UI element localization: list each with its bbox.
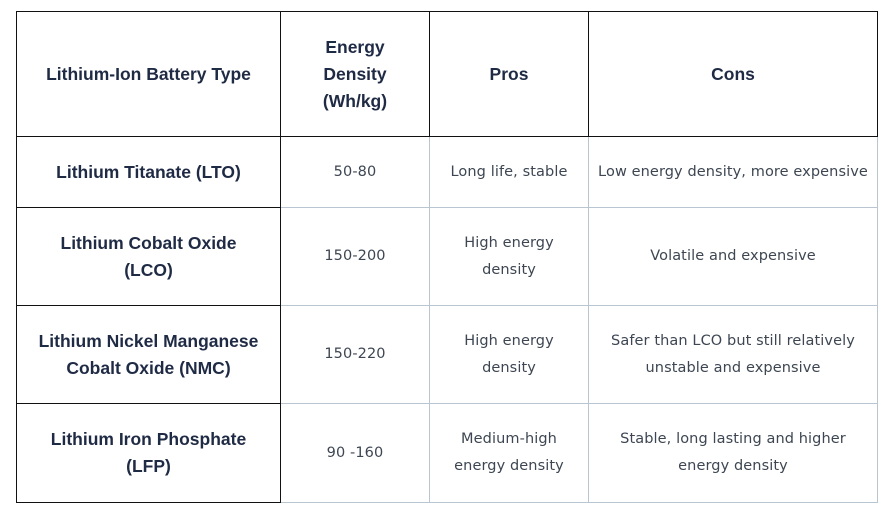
- cell-energy-density: 150-200: [280, 207, 430, 306]
- cell-pros: High energy density: [429, 305, 589, 404]
- cell-energy-density: 150-220: [280, 305, 430, 404]
- battery-comparison-table: Lithium-Ion Battery Type Energy Density …: [16, 11, 878, 503]
- cell-cons: Volatile and expensive: [588, 207, 878, 306]
- table-body: Lithium Titanate (LTO) 50-80 Long life, …: [16, 136, 878, 503]
- cell-energy-density: 50-80: [280, 136, 430, 208]
- cell-pros: Long life, stable: [429, 136, 589, 208]
- battery-comparison-table-container: Lithium-Ion Battery Type Energy Density …: [16, 11, 878, 503]
- cell-cons: Low energy density, more expensive: [588, 136, 878, 208]
- cell-battery-type: Lithium Nickel Manganese Cobalt Oxide (N…: [16, 305, 281, 404]
- header-battery-type: Lithium-Ion Battery Type: [16, 11, 281, 137]
- cell-battery-type: Lithium Iron Phosphate (LFP): [16, 403, 281, 503]
- header-cons: Cons: [588, 11, 878, 137]
- cell-pros: High energy density: [429, 207, 589, 306]
- cell-pros: Medium-high energy density: [429, 403, 589, 503]
- cell-battery-type: Lithium Cobalt Oxide (LCO): [16, 207, 281, 306]
- cell-cons: Safer than LCO but still relatively unst…: [588, 305, 878, 404]
- cell-energy-density: 90 -160: [280, 403, 430, 503]
- header-pros: Pros: [429, 11, 589, 137]
- table-row: Lithium Iron Phosphate (LFP) 90 -160 Med…: [16, 403, 878, 503]
- header-energy-density: Energy Density (Wh/kg): [280, 11, 430, 137]
- cell-battery-type: Lithium Titanate (LTO): [16, 136, 281, 208]
- table-row: Lithium Titanate (LTO) 50-80 Long life, …: [16, 136, 878, 208]
- cell-cons: Stable, long lasting and higher energy d…: [588, 403, 878, 503]
- table-row: Lithium Cobalt Oxide (LCO) 150-200 High …: [16, 207, 878, 306]
- header-row: Lithium-Ion Battery Type Energy Density …: [16, 11, 878, 137]
- table-header: Lithium-Ion Battery Type Energy Density …: [16, 11, 878, 137]
- table-row: Lithium Nickel Manganese Cobalt Oxide (N…: [16, 305, 878, 404]
